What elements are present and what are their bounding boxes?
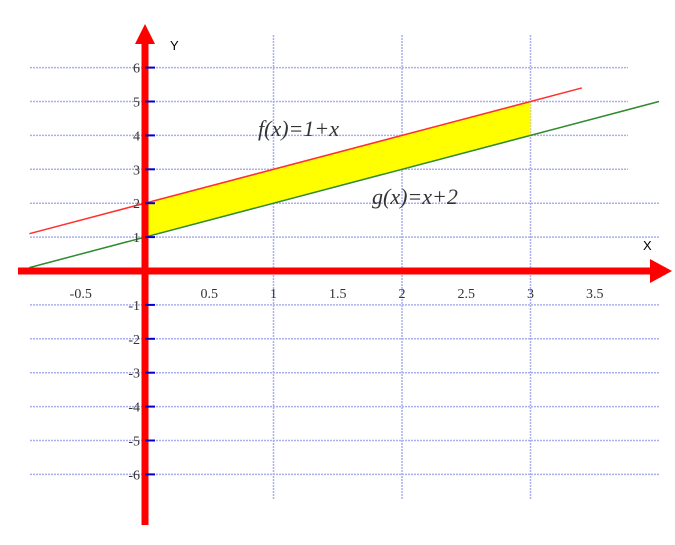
shaded-region <box>145 101 531 238</box>
y-tick-label: 1 <box>133 231 140 246</box>
x-tick-label: 1 <box>270 287 277 302</box>
y-tick-label: 5 <box>133 96 140 111</box>
x-tick-label: 3 <box>527 287 534 302</box>
axes <box>18 24 672 525</box>
x-axis-arrow <box>650 259 672 283</box>
series-label-g: g(x)=x+2 <box>372 184 458 209</box>
y-tick-label: 3 <box>133 163 140 178</box>
y-tick-label: -2 <box>128 333 140 348</box>
x-axis-label: X <box>643 238 652 253</box>
tick-labels: 6 5 4 3 2 1 -1 -2 -3 -4 -5 -6 -0.5 0.5 1 1.5 2 2.5 3 3.5 <box>70 62 604 484</box>
y-tick-label: -5 <box>128 435 140 450</box>
series-label-f: f(x)=1+x <box>258 116 339 141</box>
y-axis-label: Y <box>170 38 179 53</box>
x-tick-label: 3.5 <box>586 287 604 302</box>
x-tick-label: 2.5 <box>458 287 476 302</box>
y-axis-arrow <box>135 24 155 44</box>
y-tick-label: -4 <box>128 401 140 416</box>
y-tick-label: 6 <box>133 62 140 77</box>
y-tick-label: 4 <box>133 129 140 144</box>
y-tick-label: -3 <box>128 367 140 382</box>
y-tick-label: 2 <box>133 197 140 212</box>
x-tick-label: 1.5 <box>329 287 347 302</box>
y-tick-label: -1 <box>128 299 140 314</box>
series-line-red <box>29 87 583 235</box>
x-tick-label: 0.5 <box>201 287 219 302</box>
x-tick-label: -0.5 <box>70 287 92 302</box>
y-tick-label: -6 <box>128 468 140 483</box>
series-line-green <box>29 100 660 269</box>
x-tick-label: 2 <box>399 287 406 302</box>
